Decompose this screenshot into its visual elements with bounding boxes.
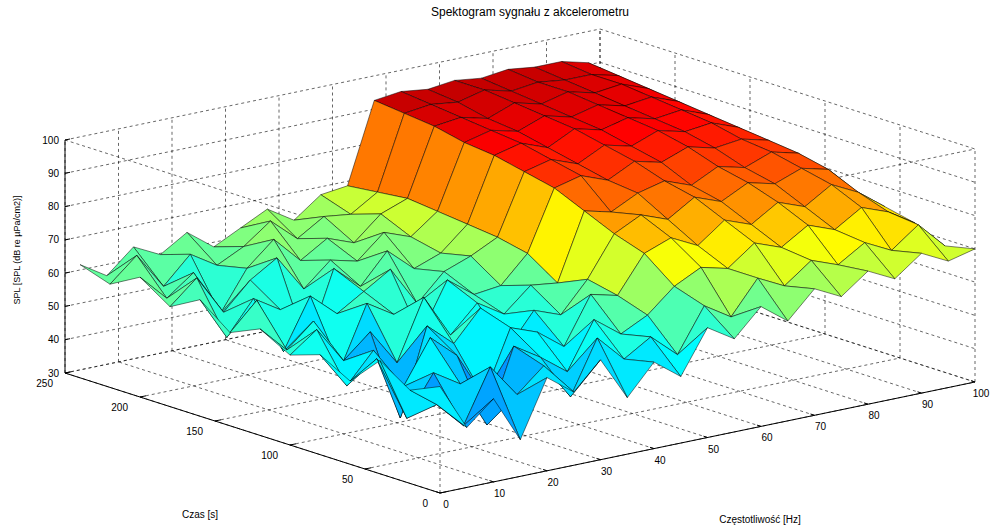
x-tick-label: 80	[868, 410, 880, 421]
y-tick	[365, 468, 371, 469]
y-axis-title: Czas [s]	[182, 509, 218, 520]
surface	[80, 62, 975, 440]
y-tick	[440, 492, 446, 493]
y-tick-label: 250	[36, 378, 53, 389]
z-tick	[65, 305, 70, 306]
grid-line	[600, 29, 975, 149]
x-tick	[650, 447, 654, 448]
surface-cell	[410, 387, 467, 428]
surface-cell	[571, 338, 628, 398]
y-tick	[215, 420, 221, 421]
x-tick-label: 40	[654, 455, 666, 466]
grid-line	[172, 118, 173, 351]
x-tick	[918, 392, 922, 393]
grid-line	[118, 129, 119, 362]
z-tick	[65, 239, 70, 240]
x-tick	[490, 481, 494, 482]
grid-line	[65, 140, 66, 373]
x-tick-label: 10	[494, 488, 506, 499]
z-tick	[65, 172, 70, 173]
surface-cell	[320, 355, 377, 386]
y-tick	[140, 396, 146, 397]
surface-cell	[170, 278, 227, 338]
y-tick-label: 150	[186, 426, 203, 437]
x-tick	[704, 436, 708, 437]
chart: 30 40 50 60 70 80 90 100 0 50 100 150 200 250 0 10 20 30 4…	[0, 0, 999, 529]
z-tick-label: 70	[48, 234, 60, 245]
y-axis	[65, 373, 440, 493]
z-tick-label: 60	[48, 268, 60, 279]
x-axis-title: Częstotliwość [Hz]	[719, 514, 801, 525]
z-tick	[65, 272, 70, 273]
surface-cell	[464, 367, 521, 440]
z-tick-label: 30	[48, 368, 60, 379]
z-tick	[65, 339, 70, 340]
x-tick-label: 100	[973, 388, 990, 399]
title: Spektogram sygnału z akcelerometru	[431, 5, 629, 19]
x-tick-label: 60	[761, 432, 773, 443]
grid	[65, 29, 975, 493]
z-tick-label: 80	[48, 201, 60, 212]
x-axis	[440, 382, 975, 493]
grid-line	[65, 62, 600, 173]
x-tick	[436, 492, 440, 493]
x-tick	[543, 470, 547, 471]
y-tick-label: 100	[261, 450, 278, 461]
x-tick-label: 50	[708, 444, 720, 455]
x-tick-label: 0	[443, 499, 449, 510]
x-tick-label: 30	[601, 466, 613, 477]
grid-line	[172, 351, 547, 471]
z-tick	[65, 139, 70, 140]
axes: 30 40 50 60 70 80 90 100 0 50 100 150 200 250 0 10 20 30 4…	[36, 135, 989, 511]
grid-line	[119, 362, 494, 482]
grid-line	[65, 373, 440, 493]
z-tick	[65, 206, 70, 207]
y-tick	[65, 372, 71, 373]
x-tick	[864, 403, 868, 404]
z-tick-label: 50	[48, 301, 60, 312]
surface-cell	[501, 253, 558, 285]
surface-cell	[597, 338, 654, 398]
grid-line	[975, 149, 976, 382]
surface-cell	[301, 238, 358, 261]
z-axis-title: SPL [SPL (dB re µPa/cm2)]	[12, 195, 22, 304]
x-tick-label: 90	[922, 399, 934, 410]
z-tick-label: 90	[48, 168, 60, 179]
x-tick	[971, 381, 975, 382]
surface-cell	[230, 300, 287, 350]
y-tick-label: 0	[422, 498, 428, 509]
x-tick	[757, 425, 761, 426]
z-tick-label: 100	[42, 135, 59, 146]
grid-line	[65, 29, 600, 140]
y-tick-label: 50	[342, 474, 354, 485]
x-tick-label: 70	[815, 421, 827, 432]
x-tick-label: 20	[547, 477, 559, 488]
z-axis	[65, 140, 66, 373]
surface-cell	[290, 330, 347, 386]
y-tick	[290, 444, 296, 445]
z-tick	[65, 372, 70, 373]
x-tick	[811, 414, 815, 415]
z-tick-label: 40	[48, 334, 60, 345]
y-tick-label: 200	[111, 402, 128, 413]
x-tick	[597, 458, 601, 459]
